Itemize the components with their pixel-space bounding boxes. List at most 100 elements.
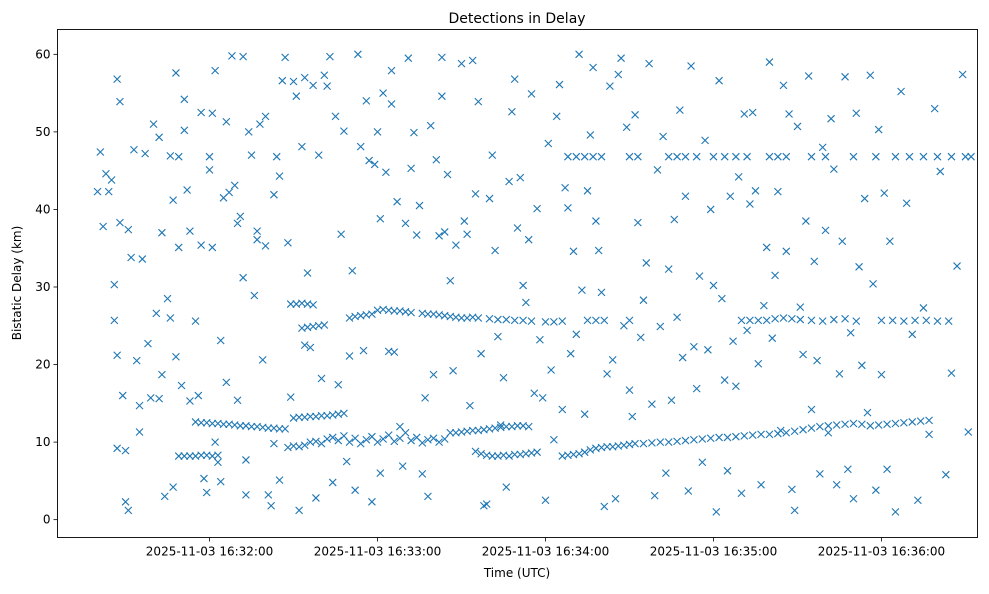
data-point [687,62,695,70]
data-point [407,436,415,445]
data-point [930,104,939,113]
data-point [698,435,707,443]
data-point [877,316,886,325]
data-point [628,412,637,421]
data-point [824,421,833,430]
data-point [286,393,295,402]
data-point [144,339,152,348]
data-point [709,281,718,290]
plot-frame [57,29,978,538]
data-point [712,508,721,516]
data-point [452,241,460,249]
data-point [586,445,595,454]
data-point [829,165,838,173]
data-point [723,433,732,442]
data-point [295,413,304,422]
data-point [799,425,807,434]
data-point [202,488,211,497]
data-point [247,422,256,431]
data-point [785,110,793,118]
data-point [113,444,122,453]
data-point [659,132,667,141]
data-point [158,228,166,237]
data-point [211,438,220,446]
data-point [443,170,452,179]
data-point [871,486,880,495]
x-axis-label: Time (UTC) [483,566,550,580]
data-point [253,227,262,236]
x-tick-label: 2025-11-03 16:35:00 [650,545,777,559]
y-tick-label: 60 [35,47,50,61]
data-point [852,109,861,118]
data-point [124,506,133,515]
data-point [536,335,544,344]
data-point [883,420,891,429]
data-point [807,424,816,433]
data-point [250,291,259,300]
data-point [614,70,623,79]
data-point [449,366,457,375]
data-point [390,307,399,315]
data-point [412,231,421,239]
data-point [647,438,656,447]
data-point [592,316,600,325]
data-point [166,314,175,322]
data-point [731,432,740,441]
data-point [466,401,474,410]
data-point [692,152,701,161]
data-point [197,241,206,249]
data-point [166,152,175,160]
data-point [163,294,172,303]
data-point [205,152,214,161]
data-point [138,255,147,263]
data-point [832,480,841,489]
data-point [745,200,754,208]
data-point [96,148,105,156]
data-point [440,228,449,236]
data-point [933,152,942,161]
data-point [468,56,477,65]
data-point [376,469,385,478]
data-point [230,181,239,190]
data-point [474,97,483,106]
data-point [583,316,592,325]
data-point [141,149,150,158]
data-point [365,156,374,165]
data-point [754,316,763,325]
data-point [740,432,749,440]
data-point [174,152,183,161]
data-point [586,131,595,139]
data-point [270,190,278,199]
chart-title: Detections in Delay [448,11,585,27]
data-point [174,243,183,252]
data-point [961,152,970,161]
data-point [829,315,838,324]
data-point [796,315,805,324]
data-point [684,487,693,495]
data-point [575,449,583,458]
data-point [634,152,642,161]
data-point [275,172,284,180]
data-point [793,122,802,131]
data-point [345,438,354,446]
data-point [306,343,315,352]
data-point [866,421,875,430]
data-point [421,394,429,402]
data-point [113,351,122,360]
data-point [320,71,329,80]
data-point [673,437,681,446]
data-point [197,108,206,117]
data-point [359,346,368,355]
data-point [264,490,273,499]
data-point [617,54,625,63]
data-point [645,59,653,68]
data-point [843,465,852,474]
data-point [309,81,318,90]
data-point [438,92,446,101]
data-point [300,73,309,82]
data-point [368,310,376,319]
data-point [446,276,455,285]
data-point [748,108,757,117]
data-point [446,428,455,437]
data-point [827,114,835,123]
